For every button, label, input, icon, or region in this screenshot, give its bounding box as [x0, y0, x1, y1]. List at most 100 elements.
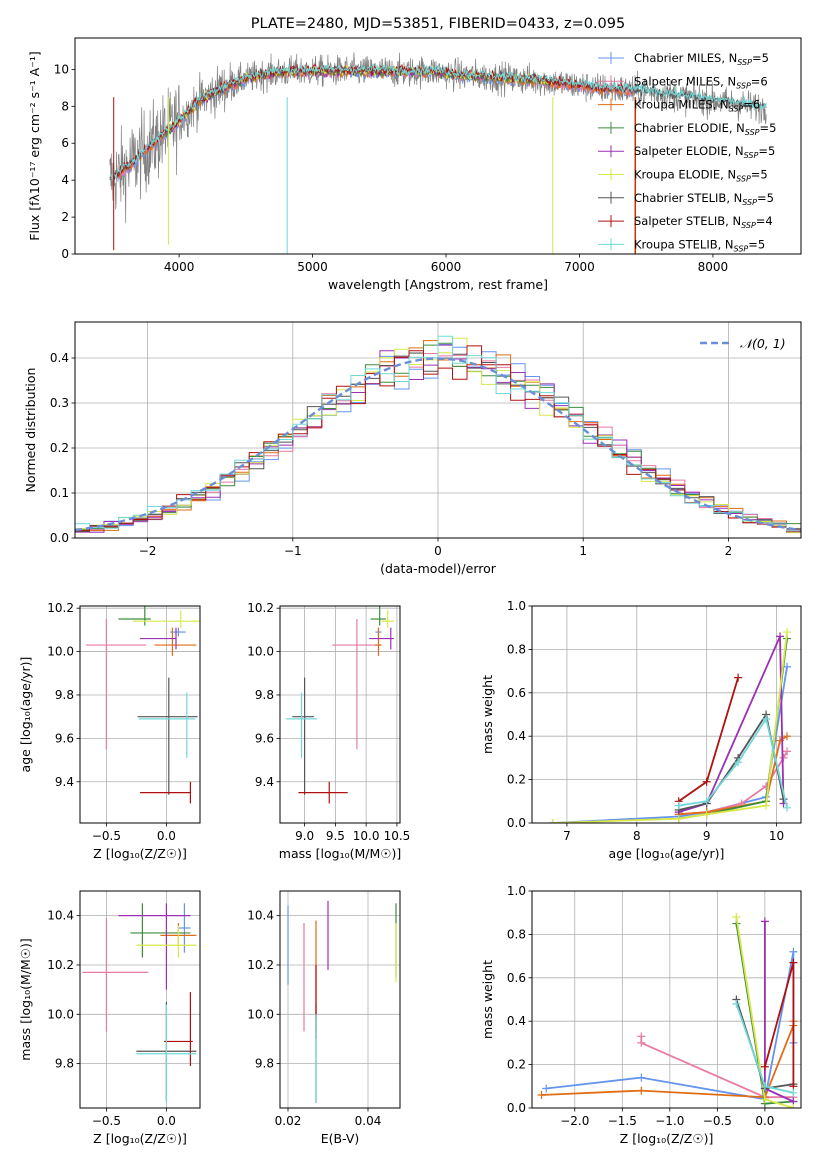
y-tick-label: 9.4: [255, 775, 274, 789]
legend-entry: Kroupa STELIB, NSSP=5: [634, 237, 765, 253]
y-tick-label: 0: [61, 247, 69, 261]
legend-entry: Salpeter ELODIE, NSSP=5: [634, 144, 775, 160]
chart-title: PLATE=2480, MJD=53851, FIBERID=0433, z=0…: [251, 16, 625, 32]
frame: −0.5 0.0 9.4 9.6 9.8 10.0 10.2 Z [log₁₀(Z/Z☉)] a…: [18, 601, 201, 861]
data-point: [86, 619, 146, 750]
axis-frame: [79, 890, 201, 1109]
y-tick-label: 10.2: [247, 601, 274, 615]
y-tick-label: 6: [61, 136, 69, 150]
data-point: [82, 918, 149, 1032]
y-tick-label: 10.0: [47, 645, 74, 659]
data-point: [374, 627, 382, 656]
x-tick-label: −0.5: [703, 1114, 732, 1128]
y-axis-label: Normed distribution: [23, 368, 38, 493]
weight-marker: [762, 714, 771, 723]
y-tick-label: 10.2: [47, 958, 74, 972]
x-tick-label: 0.04: [355, 1114, 382, 1128]
weight-series: [678, 636, 785, 813]
y-tick-label: 9.6: [55, 731, 74, 745]
y-tick-label: 0.0: [507, 816, 526, 830]
x-tick-label: 5000: [297, 260, 328, 274]
y-axis-label: mass weight: [480, 675, 495, 754]
x-tick-label: 0: [434, 544, 442, 558]
y-tick-label: 0.4: [507, 1014, 526, 1028]
weight-marker: [783, 747, 792, 756]
x-tick-label: 0.0: [157, 829, 176, 843]
y-tick-label: 9.6: [255, 731, 274, 745]
weight-series: [552, 631, 788, 823]
normal-curve: [75, 357, 801, 532]
x-axis-label: mass [log₁₀(M/M☉)]: [279, 846, 401, 861]
y-tick-label: 0.2: [50, 441, 69, 455]
axis-frame: [279, 605, 401, 824]
y-tick-label: 2: [61, 210, 69, 224]
y-tick-label: 0.0: [507, 1101, 526, 1115]
weight-marker: [732, 913, 741, 922]
legend-entry: Kroupa MILES, NSSP=6: [634, 98, 760, 114]
x-tick-label: 9: [703, 829, 711, 843]
x-axis-label: (data-model)/error: [380, 561, 497, 576]
x-axis-label: Z [log₁₀(Z/Z☉)]: [93, 846, 187, 861]
y-tick-label: 10.2: [47, 601, 74, 615]
weight-series: [552, 666, 788, 823]
axis-frame: [74, 37, 802, 255]
data-point: [164, 992, 193, 1067]
weight-marker: [637, 1038, 646, 1047]
weight-marker: [734, 673, 743, 682]
weight-marker: [542, 1084, 551, 1093]
weight-series: [678, 677, 739, 803]
model-spectrum: [109, 64, 634, 180]
plot-area: [109, 52, 767, 254]
plot-area: [537, 913, 798, 1108]
y-tick-label: 10.4: [247, 909, 274, 923]
y-tick-label: 10.0: [247, 1007, 274, 1021]
plot-area: [75, 335, 801, 534]
plot-area: [548, 628, 792, 823]
data-point: [136, 925, 197, 958]
y-axis-label: mass weight: [480, 960, 495, 1039]
weight-marker: [789, 1088, 798, 1097]
axes-age-vs-mass: 9.0 9.5 10.0 10.5 9.4 9.6 9.8 10.0 10.2 mass [log…: [247, 601, 410, 861]
y-tick-label: 0.2: [507, 1058, 526, 1072]
frame: −0.5 0.0 9.8 10.0 10.2 10.4 Z [log₁₀(Z/Z☉)] mas…: [18, 890, 201, 1146]
axis-frame: [279, 890, 401, 1109]
x-tick-label: −0.5: [92, 829, 121, 843]
y-axis-label: mass [log₁₀(M/M☉)]: [18, 938, 33, 1060]
data-point: [118, 606, 151, 626]
weight-marker: [548, 819, 557, 823]
weight-marker: [674, 801, 683, 810]
residual-histogram: [75, 352, 801, 532]
x-axis-label: Z [log₁₀(Z/Z☉)]: [620, 1131, 714, 1146]
weight-marker: [783, 732, 792, 741]
x-tick-label: 2: [725, 544, 733, 558]
x-tick-label: −1: [284, 544, 302, 558]
x-axis-label: wavelength [Angstrom, rest frame]: [328, 277, 548, 292]
weight-marker: [702, 797, 711, 806]
x-tick-label: 7: [563, 829, 571, 843]
frame: −2.0 −1.5 −1.0 −0.5 0.0 0.0 0.2 0.4 0.6 0.8 1.0 Z […: [480, 884, 802, 1146]
y-tick-label: 9.8: [255, 688, 274, 702]
y-tick-label: 10.2: [247, 958, 274, 972]
axes-residuals: 𝒩(0, 1) −2 −1 0 1 2 0.0 0.1 0.2 0.3 0.4 (data-model…: [23, 321, 802, 576]
data-point: [137, 677, 198, 795]
x-tick-label: −2.0: [560, 1114, 589, 1128]
y-tick-label: 0.4: [507, 729, 526, 743]
data-point: [140, 627, 177, 650]
x-tick-label: −1.0: [655, 1114, 684, 1128]
axes-mass-vs-Z: −0.5 0.0 9.8 10.0 10.2 10.4 Z [log₁₀(Z/Z☉)] mas…: [18, 890, 201, 1146]
y-tick-label: 0.3: [50, 396, 69, 410]
x-tick-label: 9.5: [326, 829, 345, 843]
weight-marker: [760, 1062, 769, 1071]
y-tick-label: 0.6: [507, 971, 526, 985]
y-tick-label: 9.8: [255, 1057, 274, 1071]
x-tick-label: −2: [139, 544, 157, 558]
legend-entry: Chabrier ELODIE, NSSP=5: [634, 121, 776, 137]
legend-entry: Kroupa ELODIE, NSSP=5: [634, 168, 768, 184]
axis-frame: [531, 890, 802, 1109]
data-point: [369, 627, 394, 650]
weight-marker: [734, 758, 743, 767]
x-tick-label: −0.5: [92, 1114, 121, 1128]
x-tick-label: 0.0: [755, 1114, 774, 1128]
y-tick-label: 8: [61, 99, 69, 113]
